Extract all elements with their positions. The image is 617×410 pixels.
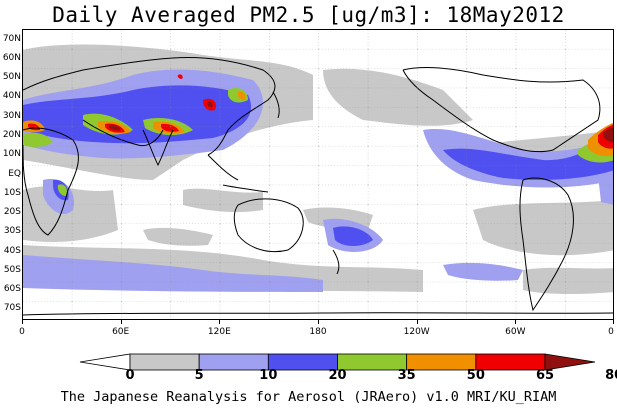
- lat-label: EQ: [8, 168, 21, 179]
- colorbar-cell: [267, 353, 338, 371]
- colorbar-level-label: 65: [535, 368, 555, 383]
- lon-label: 0: [608, 327, 614, 337]
- colorbar-level-label: 10: [259, 368, 278, 383]
- lat-label: 60N: [2, 52, 21, 63]
- lat-label: 20N: [2, 129, 21, 140]
- colorbar-min-arrow: [79, 353, 131, 371]
- lat-label: 70N: [2, 33, 21, 44]
- colorbar-cell: [406, 353, 477, 371]
- lon-tick: [22, 320, 23, 324]
- colorbar-level-label: 20: [328, 368, 347, 383]
- lon-tick: [515, 320, 517, 324]
- lat-label: 40N: [2, 91, 21, 102]
- footer-credit: The Japanese Reanalysis for Aerosol (JRA…: [60, 389, 557, 405]
- lat-label: 30S: [3, 226, 21, 237]
- lon-label: 60W: [505, 327, 526, 337]
- colorbar: [0, 348, 617, 388]
- colorbar-cell: [475, 353, 546, 371]
- colorbar-level-label: 80: [605, 368, 617, 383]
- colorbar-cell: [198, 353, 269, 371]
- lon-tick: [416, 320, 418, 324]
- colorbar-cell: [337, 353, 408, 371]
- lon-label: 120W: [403, 327, 430, 337]
- lat-label: 20S: [3, 207, 21, 218]
- lon-label: 180: [309, 327, 327, 337]
- lon-label: 120E: [207, 327, 231, 337]
- pm25-map: [22, 29, 614, 320]
- map-title: Daily Averaged PM2.5 [ug/m3]: 18May2012: [52, 3, 565, 27]
- lat-label: 10N: [2, 149, 21, 160]
- colorbar-level-label: 35: [397, 368, 416, 383]
- lat-label: 10S: [3, 187, 21, 198]
- lon-tick: [613, 320, 614, 324]
- colorbar-level-label: 5: [194, 368, 204, 383]
- lat-label: 30N: [2, 110, 21, 121]
- colorbar-level-label: 0: [125, 368, 135, 383]
- lat-label: 60S: [3, 284, 21, 295]
- colorbar-level-label: 50: [466, 368, 485, 383]
- lon-tick: [318, 320, 319, 324]
- lon-tick: [219, 320, 221, 324]
- lat-label: 70S: [3, 303, 21, 314]
- colorbar-cell: [129, 353, 200, 371]
- lat-label: 50S: [3, 264, 21, 275]
- colorbar-max-arrow: [544, 353, 596, 371]
- lon-label: 0: [19, 327, 25, 337]
- lon-tick: [120, 320, 122, 324]
- lat-label: 40S: [3, 245, 21, 256]
- lat-label: 50N: [2, 72, 21, 83]
- lon-label: 60E: [112, 327, 130, 337]
